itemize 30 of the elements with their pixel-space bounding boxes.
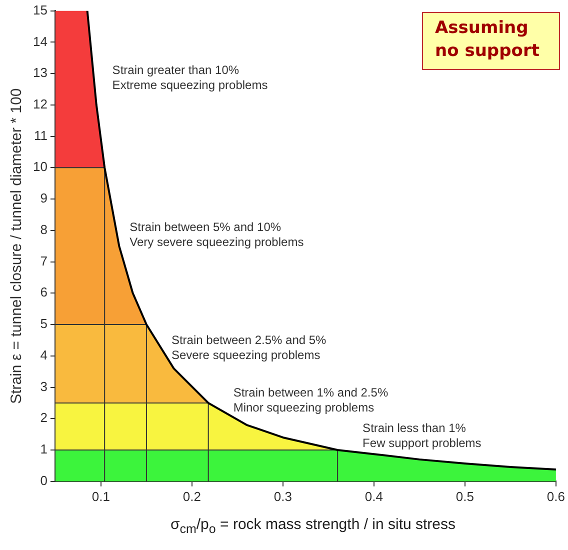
x-tick-label: 0.1 [92, 488, 110, 504]
y-tick-label: 11 [34, 128, 48, 143]
band-label: Strain between 2.5% and 5% Severe squeezing problems [171, 332, 327, 362]
y-tick-label: 15 [32, 2, 48, 18]
y-tick-label: 13 [32, 65, 48, 80]
y-tick-label: 9 [40, 190, 48, 206]
y-tick-label: 0 [40, 472, 48, 488]
x-tick-label: 0.6 [546, 488, 566, 504]
x-tick-label: 0.2 [182, 488, 201, 504]
y-tick-label: 5 [40, 316, 48, 332]
y-tick-label: 10 [32, 159, 48, 174]
y-tick-label: 6 [40, 284, 48, 300]
y-tick-label: 2 [40, 410, 48, 426]
y-tick-label: 8 [40, 222, 48, 237]
band-label: Strain greater than 10% Extreme squeezing problems [112, 63, 268, 92]
y-tick-label: 7 [40, 253, 48, 268]
y-tick-label: 12 [32, 96, 48, 112]
x-tick-label: 0.4 [364, 488, 383, 504]
y-tick-label: 3 [40, 378, 48, 394]
band-label: Strain less than 1% Few support problems [362, 420, 482, 450]
y-tick-label: 14 [32, 34, 48, 49]
y-axis-title: Strain ε = tunnel closure / tunnel diameter * 100 [8, 88, 26, 404]
y-tick-label: 1 [40, 442, 48, 457]
band-label: Strain between 5% and 10% Very severe squeezing problems [130, 220, 304, 250]
x-tick-label: 0.3 [274, 488, 292, 504]
y-tick-label: 4 [40, 347, 48, 362]
x-axis-title: σ$_{cm}$/p$_{o}$ = rock mass strength / in situ stress [169, 516, 457, 536]
band-label: Strain between 1% and 2.5% Minor squeezing problems [233, 385, 388, 414]
x-tick-label: 0.5 [456, 488, 474, 504]
annotation: Assuming no support [422, 12, 560, 70]
